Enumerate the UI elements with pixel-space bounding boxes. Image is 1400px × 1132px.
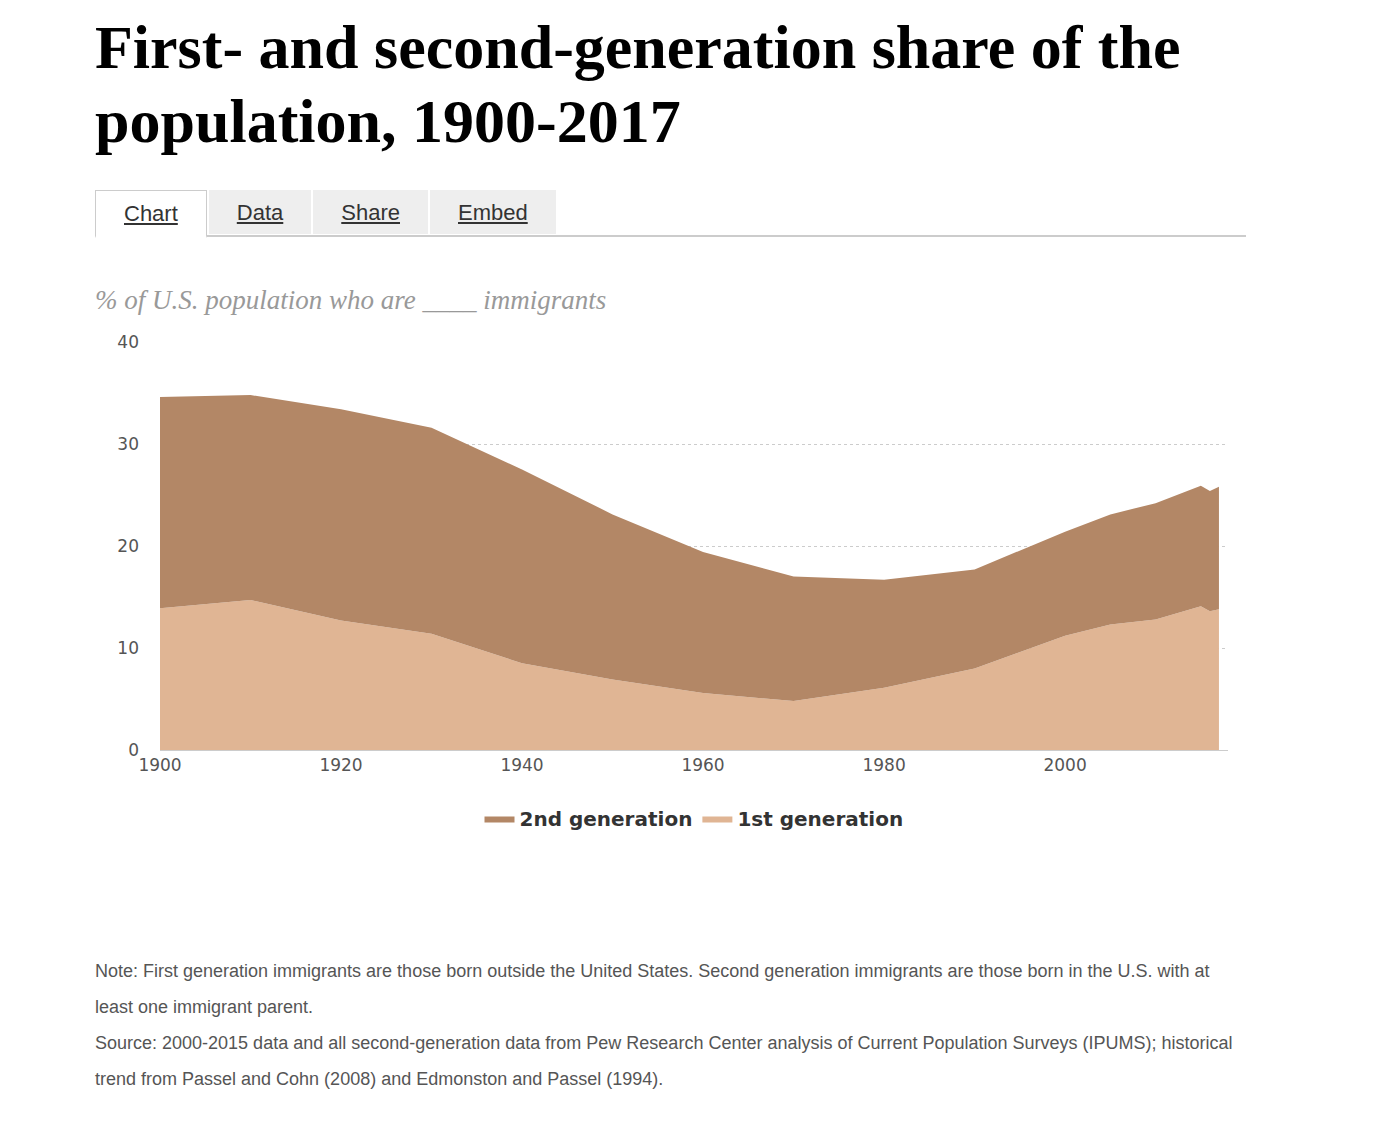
html-text:Embed: Embed <box>458 200 528 225</box>
html-text:Chart: Chart <box>124 201 178 226</box>
svg-text:1900: 1900 <box>138 755 181 775</box>
svg-text:0: 0 <box>128 740 139 760</box>
svg-text:2000: 2000 <box>1043 755 1086 775</box>
html-text:Share: Share <box>341 200 400 225</box>
svg-text:2nd generation: 2nd generation <box>520 807 693 831</box>
svg-text:1980: 1980 <box>862 755 905 775</box>
svg-text:1940: 1940 <box>500 755 543 775</box>
svg-text:10: 10 <box>117 638 139 658</box>
html-text:Note: First generation immigra: Note: First generation immigrants are th… <box>95 961 1210 1017</box>
svg-text:1st generation: 1st generation <box>737 807 903 831</box>
html-text:Source: 2000-2015 data and all: Source: 2000-2015 data and all second-ge… <box>95 1033 1233 1089</box>
svg-text:20: 20 <box>117 536 139 556</box>
svg-text:1960: 1960 <box>681 755 724 775</box>
svg-text:1920: 1920 <box>319 755 362 775</box>
svg-text:30: 30 <box>117 434 139 454</box>
html-text:% of U.S. population who are _: % of U.S. population who are ____ immigr… <box>95 285 607 315</box>
html-text:Data: Data <box>236 200 284 225</box>
html-text:First- and second-generation s: First- and second-generation share of th… <box>95 13 1181 155</box>
svg-text:40: 40 <box>117 332 139 352</box>
